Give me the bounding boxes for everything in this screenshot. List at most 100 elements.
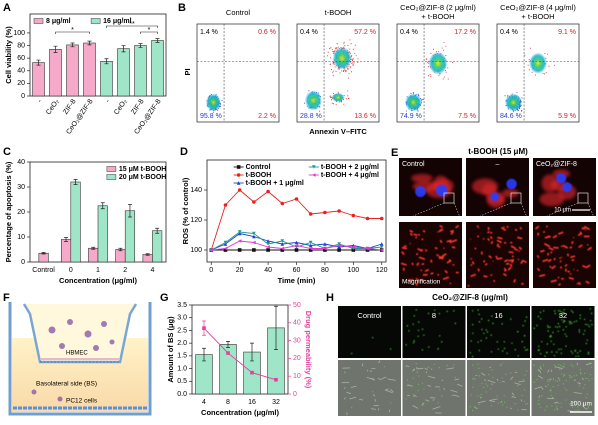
point-marker xyxy=(379,216,384,221)
plot-title: Control xyxy=(226,8,251,17)
panel-title: CeO₂@ZIF-8 (μg/ml) xyxy=(432,293,508,302)
legend-swatch xyxy=(106,166,117,172)
micrograph-zoom xyxy=(533,222,596,288)
x-tick-label: - xyxy=(105,98,112,104)
point-marker xyxy=(351,245,356,249)
point-marker xyxy=(323,242,327,246)
bar xyxy=(100,61,113,97)
plot-title: CeO₂@ZIF-8 (4 μg/ml) xyxy=(500,3,576,12)
y-tick-label: 20 xyxy=(17,80,25,87)
density-core xyxy=(331,92,345,103)
legend-label: Control xyxy=(246,164,271,171)
nucleus xyxy=(556,173,567,184)
legend-marker xyxy=(312,165,316,169)
quadrant-label: 0.4 % xyxy=(500,29,518,36)
density-core xyxy=(205,93,221,112)
point-marker xyxy=(209,248,214,252)
legend-label: 16 μg/ml xyxy=(103,18,131,25)
error-bar xyxy=(202,320,206,336)
point-marker xyxy=(365,216,370,221)
y-axis-label: ROS (% of control) xyxy=(181,177,190,244)
zoom-guide xyxy=(532,202,597,223)
point-marker xyxy=(337,243,341,248)
zoom-signal xyxy=(535,225,593,286)
error-bar xyxy=(36,59,41,66)
y-tick-label: 120 xyxy=(190,217,202,224)
bar xyxy=(60,239,72,263)
outer-well xyxy=(8,302,152,416)
zoom-guide xyxy=(465,202,530,223)
plot-title: t-BOOH xyxy=(325,8,352,17)
panel-label: C xyxy=(3,146,11,158)
y-tick-label: 10 xyxy=(17,234,25,241)
point-marker xyxy=(379,248,384,252)
x-tick-label: ZIF-8 xyxy=(62,98,77,116)
panel-label: H xyxy=(326,292,334,304)
panel-label: F xyxy=(3,292,10,304)
point-marker xyxy=(280,201,285,206)
x-tick-label: 60 xyxy=(293,267,301,274)
y2-tick-label: 30 xyxy=(293,337,301,344)
x-tick-label: 100 xyxy=(347,267,359,274)
point-marker xyxy=(274,377,278,382)
point-marker xyxy=(237,230,242,234)
cell-signal xyxy=(539,192,565,207)
error-bar xyxy=(118,247,123,252)
point-marker xyxy=(294,197,299,201)
point-marker xyxy=(294,243,299,248)
point-marker xyxy=(308,240,313,245)
y-tick-label: 1.0 xyxy=(177,365,187,372)
y-tick-label: 0 xyxy=(21,259,25,266)
point-marker xyxy=(294,248,299,252)
x-tick-label: 32 xyxy=(272,399,280,406)
cell-signal xyxy=(411,173,433,183)
x-tick-label: 40 xyxy=(264,267,272,274)
point-marker xyxy=(365,246,370,251)
point-marker xyxy=(266,242,270,246)
cell-outline xyxy=(341,360,396,416)
x-tick-label: Control xyxy=(32,267,55,274)
panel-label: E xyxy=(391,147,398,159)
density-core xyxy=(304,90,322,111)
panel-title: t-BOOH (15 μM) xyxy=(468,147,528,156)
y-tick-label: 30 xyxy=(17,184,25,191)
error-bar xyxy=(250,342,254,362)
legend-label: 20 μM t-BOOH xyxy=(119,174,166,181)
x-tick-label: 20 xyxy=(236,267,244,274)
x-tick-label: 0 xyxy=(69,267,73,274)
point-marker xyxy=(308,212,313,216)
nanoparticles xyxy=(31,319,115,402)
zoom-signal xyxy=(400,224,460,286)
bar xyxy=(142,254,153,263)
cell-signal xyxy=(502,188,519,198)
panel-label: B xyxy=(178,2,186,14)
quadrant-label: 0.6 % xyxy=(258,29,276,36)
point-marker xyxy=(237,248,242,252)
bar xyxy=(70,181,81,263)
scale-label: 10 μm xyxy=(554,208,571,214)
point-marker xyxy=(280,239,285,243)
significance-label: ** xyxy=(129,21,135,28)
y2-tick-label: 10 xyxy=(293,373,301,380)
x-tick-label: 80 xyxy=(321,267,329,274)
y-tick-label: 3.5 xyxy=(177,302,187,309)
legend-label: t-BOOH + 1 μg/ml xyxy=(246,180,304,187)
y-tick-label: 100 xyxy=(190,247,202,254)
legend-swatch xyxy=(90,18,101,24)
bar xyxy=(32,62,45,97)
quadrant-label: 2.2 % xyxy=(258,113,276,120)
bar xyxy=(152,230,163,263)
zoom-box xyxy=(510,192,522,204)
y-tick-label: 2.0 xyxy=(177,340,187,347)
column-label: 8 xyxy=(432,311,436,320)
bar xyxy=(38,252,49,263)
error-bar xyxy=(64,237,69,242)
zoom-box xyxy=(577,192,589,204)
point-marker xyxy=(280,246,285,251)
error-bar xyxy=(226,341,230,348)
y-axis-label: Amount of BS (μg) xyxy=(166,316,175,383)
error-bar xyxy=(41,252,46,255)
y-tick-label: 3.0 xyxy=(177,315,187,322)
panel-label: A xyxy=(3,2,11,14)
